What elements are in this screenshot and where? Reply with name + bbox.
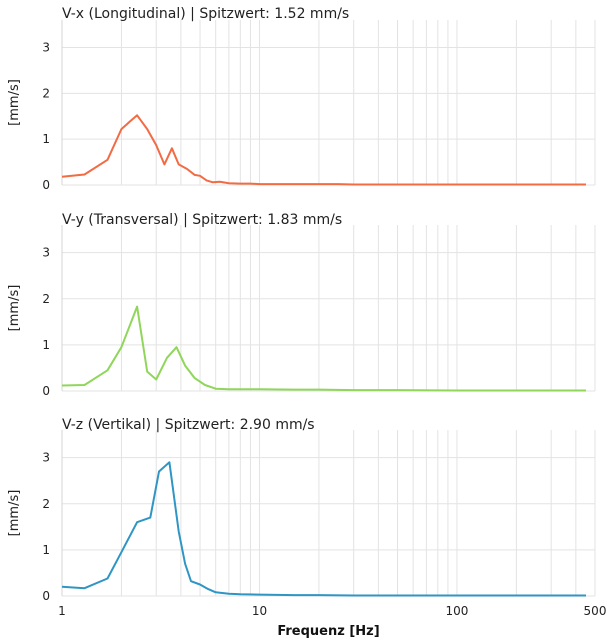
y-axis-label: [mm/s]: [7, 490, 22, 537]
y-tick-label: 1: [42, 338, 50, 352]
x-tick-label: 500: [584, 604, 607, 618]
y-tick-label: 2: [42, 497, 50, 511]
panel-1: 0 1 2 3 [mm/s] V-x (Longitudinal) | Spitzwert…: [7, 6, 596, 192]
panel-title: V-y (Transversal) | Spitzwert: 1.83 mm/s: [62, 212, 342, 228]
series-line: [61, 114, 586, 186]
panel-2: 0 1 2 3 [mm/s] V-y (Transversal) | Spitzwert:…: [7, 212, 596, 398]
y-tick-label: 1: [42, 543, 50, 557]
y-tick-label: 2: [42, 86, 50, 100]
y-tick-label: 0: [42, 178, 50, 192]
x-tick-label: 10: [252, 604, 267, 618]
y-tick-label: 2: [42, 292, 50, 306]
y-axis-label: [mm/s]: [7, 79, 22, 126]
panel-title: V-z (Vertikal) | Spitzwert: 2.90 mm/s: [62, 417, 315, 433]
x-tick-label: 100: [446, 604, 469, 618]
panel-title: V-x (Longitudinal) | Spitzwert: 1.52 mm/…: [62, 6, 349, 22]
x-tick-label: 1: [58, 604, 66, 618]
y-tick-label: 0: [42, 384, 50, 398]
series-line: [61, 461, 586, 597]
y-tick-label: 3: [42, 246, 50, 260]
x-axis-label: Frequenz [Hz]: [277, 624, 379, 639]
y-axis-label: [mm/s]: [7, 285, 22, 332]
y-tick-label: 1: [42, 132, 50, 146]
series-line: [61, 305, 586, 392]
y-tick-label: 0: [42, 589, 50, 603]
y-tick-label: 3: [42, 41, 50, 55]
y-tick-label: 3: [42, 451, 50, 465]
